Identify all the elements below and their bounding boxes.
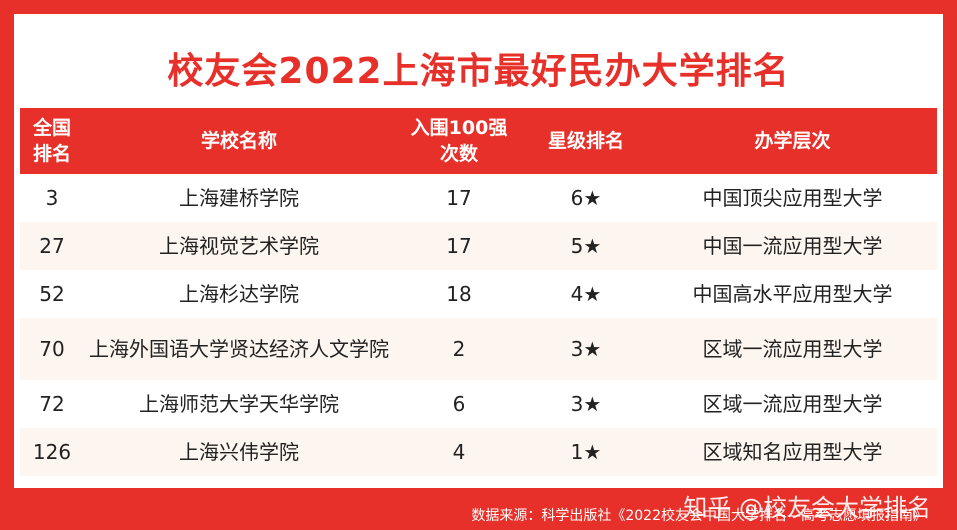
cell-school: 上海师范大学天华学院 — [84, 380, 394, 428]
cell-level: 中国顶尖应用型大学 — [648, 174, 937, 222]
ranking-card: 校友会2022上海市最好民办大学排名 全国排名 学校名称 入围100强次数 星级… — [14, 14, 943, 488]
cell-school: 上海视觉艺术学院 — [84, 222, 394, 270]
cell-times: 18 — [394, 270, 524, 318]
table-row: 3 上海建桥学院 17 6★ 中国顶尖应用型大学 — [20, 174, 937, 222]
table-row: 52 上海杉达学院 18 4★ 中国高水平应用型大学 — [20, 270, 937, 318]
cell-times: 4 — [394, 428, 524, 476]
table-row: 72 上海师范大学天华学院 6 3★ 区域一流应用型大学 — [20, 380, 937, 428]
cell-level: 区域知名应用型大学 — [648, 428, 937, 476]
cell-rank: 72 — [20, 380, 84, 428]
header-rank: 全国排名 — [20, 108, 84, 174]
cell-level: 中国一流应用型大学 — [648, 222, 937, 270]
cell-school: 上海兴伟学院 — [84, 428, 394, 476]
source-note: 数据来源：科学出版社《2022校友会中国大学排名—高考志愿填报指南》 — [471, 508, 927, 524]
cell-school: 上海建桥学院 — [84, 174, 394, 222]
cell-stars: 3★ — [524, 380, 648, 428]
cell-times: 2 — [394, 318, 524, 380]
cell-level: 中国高水平应用型大学 — [648, 270, 937, 318]
cell-stars: 5★ — [524, 222, 648, 270]
cell-rank: 27 — [20, 222, 84, 270]
header-times: 入围100强次数 — [394, 108, 524, 174]
cell-rank: 70 — [20, 318, 84, 380]
cell-times: 17 — [394, 174, 524, 222]
cell-level: 区域一流应用型大学 — [648, 318, 937, 380]
ranking-table: 全国排名 学校名称 入围100强次数 星级排名 办学层次 3 上海建桥学院 17… — [20, 108, 937, 476]
cell-level: 区域一流应用型大学 — [648, 380, 937, 428]
header-level: 办学层次 — [648, 108, 937, 174]
cell-times: 17 — [394, 222, 524, 270]
cell-stars: 4★ — [524, 270, 648, 318]
watermark: 知乎 @校友会大学排名 — [683, 494, 931, 522]
table-row: 70 上海外国语大学贤达经济人文学院 2 3★ 区域一流应用型大学 — [20, 318, 937, 380]
cell-stars: 6★ — [524, 174, 648, 222]
header-school: 学校名称 — [84, 108, 394, 174]
cell-stars: 3★ — [524, 318, 648, 380]
table-header-row: 全国排名 学校名称 入围100强次数 星级排名 办学层次 — [20, 108, 937, 174]
header-stars: 星级排名 — [524, 108, 648, 174]
cell-stars: 1★ — [524, 428, 648, 476]
table-row: 27 上海视觉艺术学院 17 5★ 中国一流应用型大学 — [20, 222, 937, 270]
cell-rank: 52 — [20, 270, 84, 318]
cell-times: 6 — [394, 380, 524, 428]
cell-rank: 126 — [20, 428, 84, 476]
table-row: 126 上海兴伟学院 4 1★ 区域知名应用型大学 — [20, 428, 937, 476]
cell-rank: 3 — [20, 174, 84, 222]
cell-school: 上海外国语大学贤达经济人文学院 — [84, 318, 394, 380]
page-title: 校友会2022上海市最好民办大学排名 — [167, 51, 790, 92]
cell-school: 上海杉达学院 — [84, 270, 394, 318]
